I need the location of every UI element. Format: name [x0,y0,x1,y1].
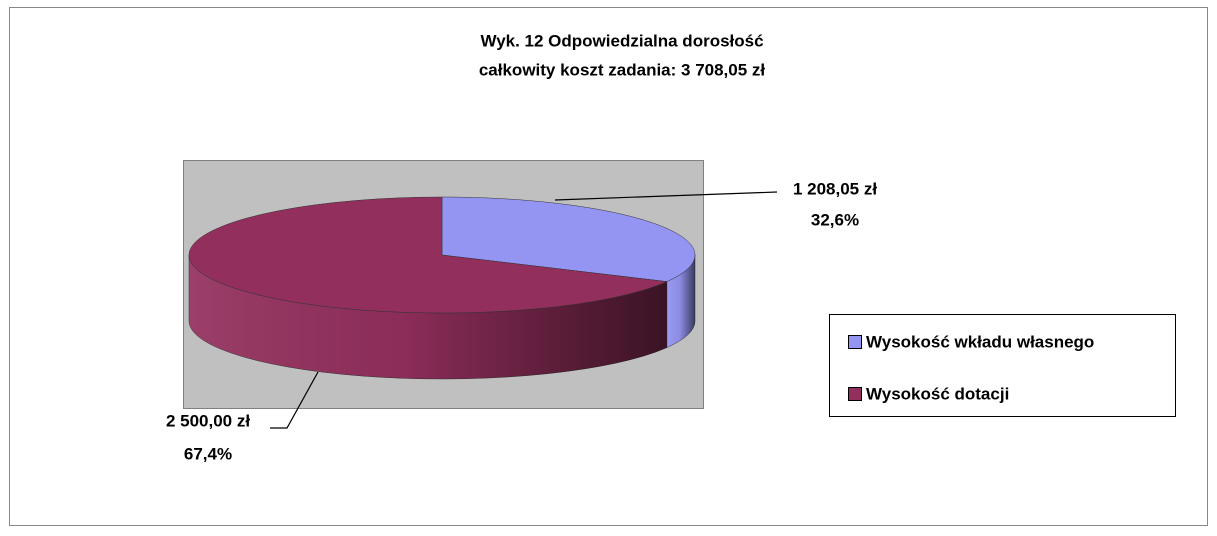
side-shade [189,255,667,379]
pie-slice [441,196,696,282]
leader-line [554,191,778,201]
percent-label: 67,4% [184,444,232,463]
legend-swatch [848,335,862,349]
data-label: 2 500,00 zł [166,411,250,430]
pie-slice [188,196,668,314]
side-shade [666,255,695,348]
chart-subtitle: całkowity koszt zadania: 3 708,05 zł [479,60,766,79]
legend-label: Wysokość dotacji [866,384,1009,403]
percent-label: 32,6% [811,210,859,229]
leader-line [270,371,319,429]
data-label: 1 208,05 zł [793,179,877,198]
legend-swatch [848,387,862,401]
chart-title: Wyk. 12 Odpowiedzialna dorosłość [480,31,763,50]
legend [829,314,1176,417]
legend-label: Wysokość wkładu własnego [866,332,1094,351]
